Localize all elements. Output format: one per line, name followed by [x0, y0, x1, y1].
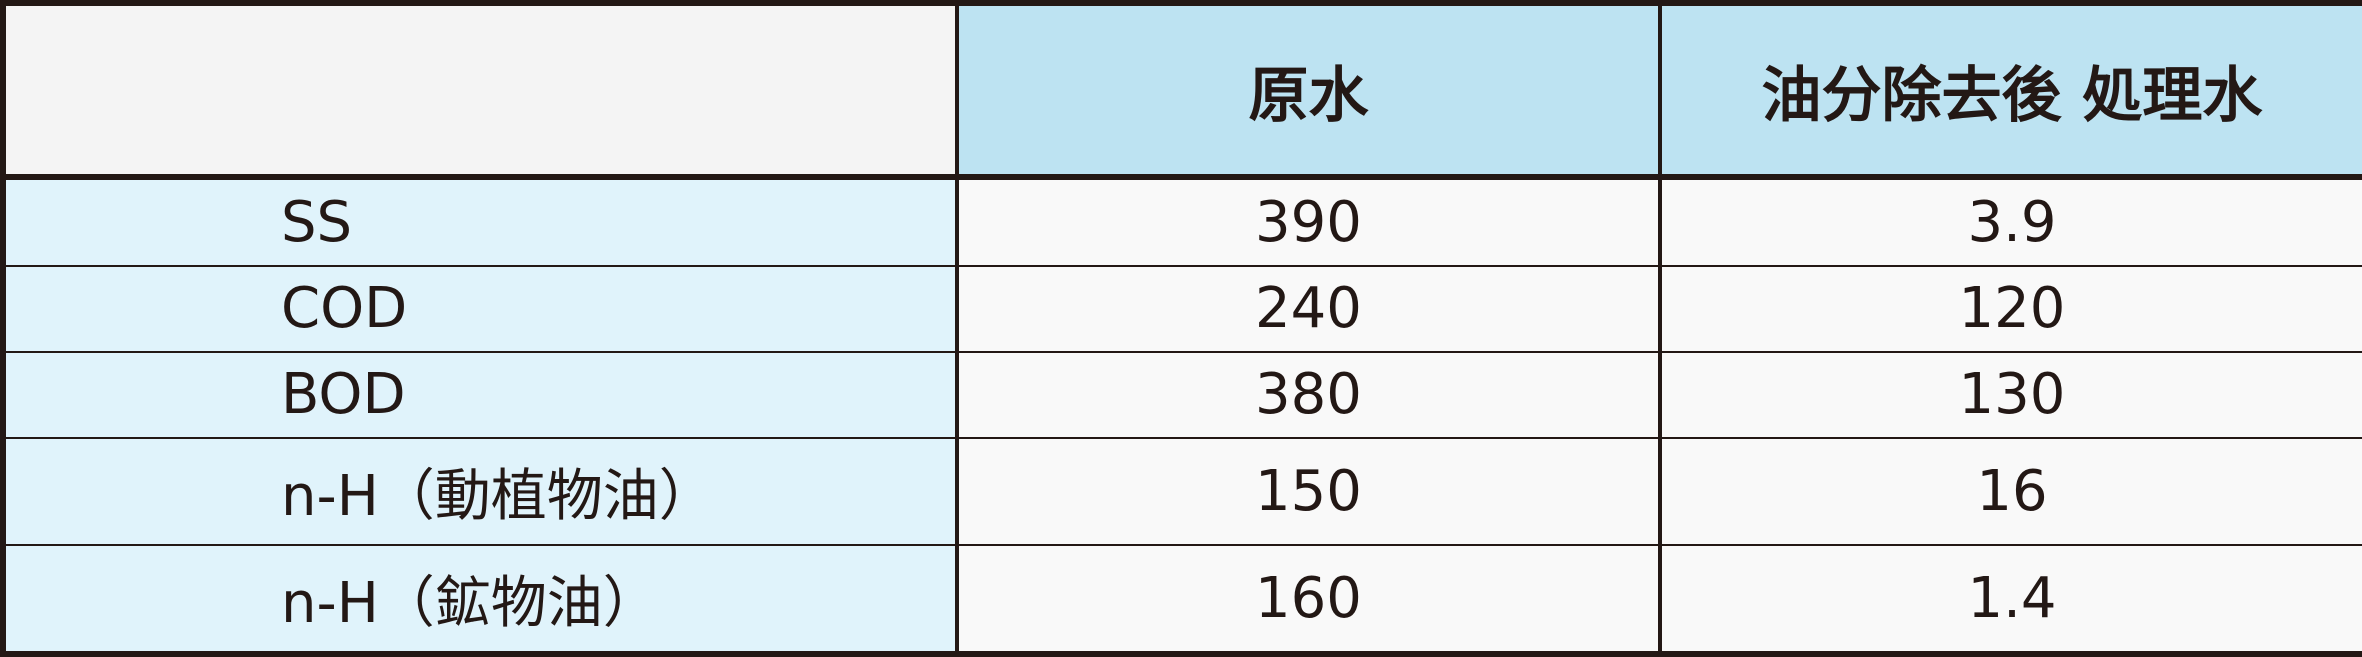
table-row: n-H（鉱物油） 160 1.4: [1, 543, 2362, 656]
raw-value: 160: [955, 543, 1661, 656]
row-label: COD: [1, 264, 958, 353]
table-row: n-H（動植物油） 150 16: [1, 436, 2362, 546]
row-label: n-H（鉱物油）: [1, 543, 958, 656]
table-row: BOD 380 130: [1, 350, 2362, 439]
raw-value: 380: [955, 350, 1661, 439]
treated-value: 1.4: [1658, 543, 2362, 656]
treated-value: 3.9: [1658, 176, 2362, 267]
header-row: 原水 油分除去後 処理水: [1, 2, 2362, 180]
raw-value: 150: [955, 436, 1661, 546]
raw-value: 390: [955, 176, 1661, 267]
header-raw-water: 原水: [955, 2, 1661, 180]
table-row: COD 240 120: [1, 264, 2362, 353]
raw-value: 240: [955, 264, 1661, 353]
treated-value: 120: [1658, 264, 2362, 353]
header-treated-water: 油分除去後 処理水: [1658, 2, 2362, 180]
treated-value: 16: [1658, 436, 2362, 546]
row-label: BOD: [1, 350, 958, 439]
table-row: SS 390 3.9: [1, 176, 2362, 267]
treated-value: 130: [1658, 350, 2362, 439]
row-label: n-H（動植物油）: [1, 436, 958, 546]
header-corner: [1, 2, 958, 180]
row-label: SS: [1, 176, 958, 267]
